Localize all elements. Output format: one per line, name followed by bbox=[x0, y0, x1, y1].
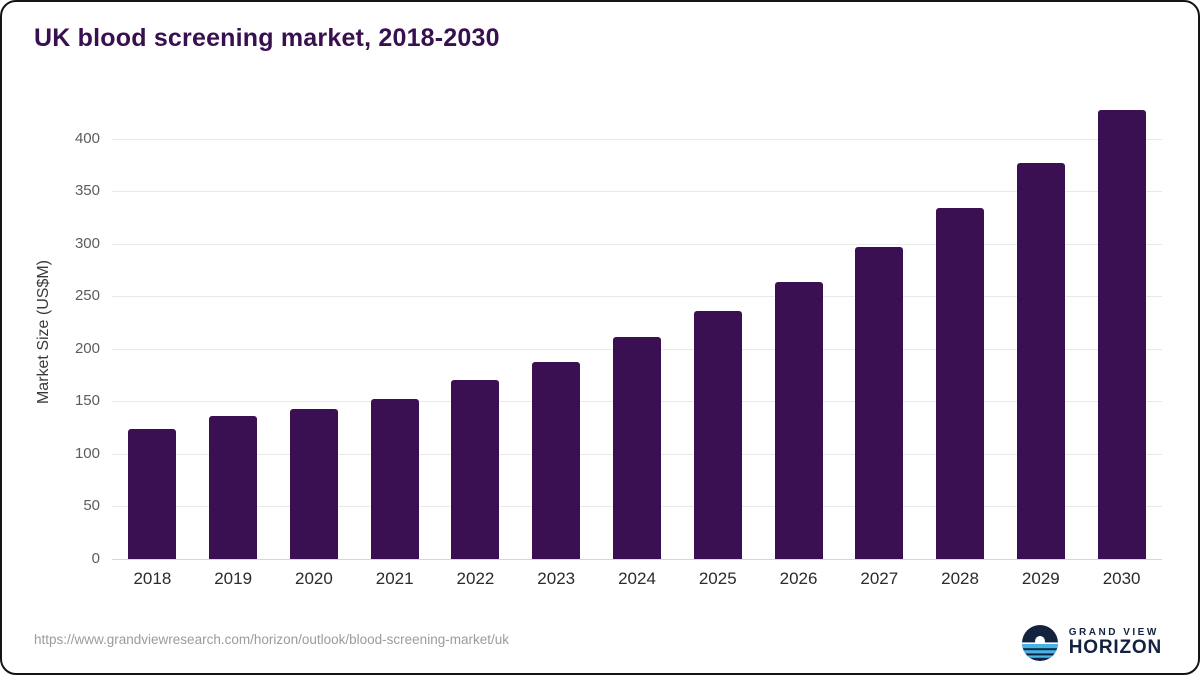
bar-2029 bbox=[1016, 162, 1065, 559]
grid-line bbox=[112, 296, 1162, 298]
y-tick-label: 250 bbox=[74, 287, 100, 305]
bar-2021 bbox=[370, 399, 419, 559]
x-tick-label: 2028 bbox=[941, 569, 979, 588]
grid-line bbox=[112, 138, 1162, 140]
x-tick-label: 2025 bbox=[698, 569, 737, 588]
brand-logo: GRAND VIEW HORIZON bbox=[1021, 624, 1162, 662]
x-tick-label: 2024 bbox=[618, 569, 656, 588]
x-tick-label: 2030 bbox=[1102, 569, 1141, 588]
x-tick-label: 2019 bbox=[214, 569, 253, 588]
y-tick-label: 0 bbox=[91, 550, 100, 567]
horizon-logo-icon bbox=[1021, 625, 1058, 661]
source-url: https://www.grandviewresearch.com/horizo… bbox=[34, 632, 509, 647]
plot-area: 0 50 100 150 200 250 300 350 400 2018 2019 2020 2021… bbox=[75, 102, 1162, 588]
y-tick-label: 300 bbox=[74, 234, 100, 252]
x-tick-label: 2020 bbox=[295, 569, 333, 588]
y-tick-label: 150 bbox=[74, 392, 100, 410]
y-tick-label: 400 bbox=[74, 129, 100, 147]
brand-logo-text: GRAND VIEW HORIZON bbox=[1068, 626, 1162, 659]
bar-2018 bbox=[128, 428, 177, 559]
x-tick-label: 2023 bbox=[537, 569, 576, 588]
bar-2025 bbox=[693, 311, 742, 559]
brand-name-bottom: HORIZON bbox=[1068, 637, 1162, 659]
bar-2027 bbox=[855, 246, 904, 559]
x-tick-label: 2022 bbox=[456, 569, 495, 588]
x-tick-label: 2026 bbox=[779, 569, 818, 588]
chart-title: UK blood screening market, 2018-2030 bbox=[34, 24, 500, 52]
x-tick-label: 2021 bbox=[375, 569, 414, 588]
grid-line bbox=[112, 243, 1162, 245]
brand-name-top: GRAND VIEW bbox=[1068, 626, 1159, 638]
x-tick-label: 2029 bbox=[1021, 569, 1060, 588]
bar-2023 bbox=[532, 361, 581, 559]
bar-2022 bbox=[451, 380, 500, 559]
y-axis-title: Market Size (US$M) bbox=[35, 259, 52, 405]
x-tick-label: 2018 bbox=[133, 569, 172, 588]
bar-2028 bbox=[936, 208, 985, 559]
bar-2026 bbox=[774, 281, 823, 559]
y-tick-label: 200 bbox=[74, 339, 100, 357]
x-tick-label: 2027 bbox=[860, 569, 899, 588]
bar-2020 bbox=[289, 408, 338, 559]
bar-2019 bbox=[209, 416, 258, 559]
y-tick-label: 350 bbox=[74, 182, 100, 200]
bar-2030 bbox=[1097, 110, 1146, 559]
bar-2024 bbox=[613, 337, 661, 559]
y-tick-label: 50 bbox=[83, 497, 100, 515]
grid-line bbox=[112, 559, 1162, 560]
y-tick-label: 100 bbox=[74, 444, 100, 462]
grid-line bbox=[112, 191, 1162, 193]
